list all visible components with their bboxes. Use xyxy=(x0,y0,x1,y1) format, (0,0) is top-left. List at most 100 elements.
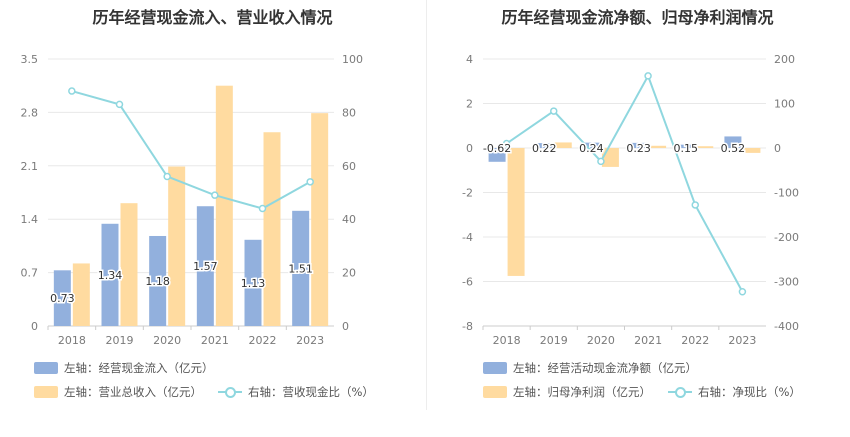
bar-data-label: 1.51 xyxy=(288,262,313,275)
legend-swatch-orange xyxy=(483,386,507,398)
line-point xyxy=(691,201,699,209)
legend-label: 左轴：经营活动现金流净额（亿元） xyxy=(513,361,697,375)
x-axis-tick: 2018 xyxy=(58,334,86,347)
right-axis-tick: 40 xyxy=(342,213,356,226)
bar-blue xyxy=(196,206,214,326)
x-axis-tick: 2020 xyxy=(153,334,181,347)
bar-data-label: 1.57 xyxy=(193,260,218,273)
legend-net-cash-ratio[interactable]: 右轴：净现比（%） xyxy=(668,384,801,400)
left-axis-tick: 4 xyxy=(466,53,473,66)
right-chart-panel: 历年经营现金流净额、归母净利润情况 -8 -6 -4 -2 0 2 4 -400 -300 -20… xyxy=(425,0,850,437)
legend-swatch-line xyxy=(218,386,242,398)
left-axis-tick: 0 xyxy=(466,142,473,155)
legend-swatch-blue xyxy=(34,362,58,374)
right-axis-tick: 0 xyxy=(342,320,349,333)
line-point xyxy=(597,157,605,166)
left-chart-panel: 历年经营现金流入、营业收入情况 0 0.7 1.4 2.1 2.8 3.5 0 20 40 60 8… xyxy=(21,8,374,400)
right-axis-tick: -400 xyxy=(774,320,799,333)
bar-data-label: 0.73 xyxy=(50,292,75,305)
bar-data-label: 1.34 xyxy=(98,269,123,282)
line-point xyxy=(115,100,124,109)
line-point xyxy=(68,87,76,95)
bar-blue xyxy=(101,223,119,326)
bar-data-label: 0.24 xyxy=(579,142,604,155)
legend-label: 右轴：净现比（%） xyxy=(698,385,801,399)
line-point xyxy=(211,191,219,199)
x-axis-tick: 2023 xyxy=(728,334,756,347)
line-point xyxy=(163,172,171,181)
right-axis-tick: 20 xyxy=(342,267,356,280)
line-point xyxy=(306,178,314,186)
bar-blue xyxy=(292,210,310,326)
bar-data-label: 1.18 xyxy=(145,275,170,288)
legend-label: 左轴：归母净利润（亿元） xyxy=(513,385,651,399)
bar-orange xyxy=(601,148,619,167)
line-point xyxy=(502,139,511,148)
left-axis-tick: 3.5 xyxy=(21,53,39,66)
x-axis-tick: 2018 xyxy=(493,334,521,347)
series-line xyxy=(506,73,744,293)
legend-cash-inflow[interactable]: 左轴：经营现金流入（亿元） xyxy=(34,360,214,376)
bar-data-label: 0.22 xyxy=(532,142,557,155)
bar-orange xyxy=(743,148,761,153)
legend-revenue-cash-ratio[interactable]: 右轴：营收现金比（%） xyxy=(218,384,374,400)
legend-label: 右轴：营收现金比（%） xyxy=(248,385,374,399)
bar-data-label: 0.15 xyxy=(674,142,699,155)
x-axis-tick: 2019 xyxy=(106,334,134,347)
left-axis-tick: 2.8 xyxy=(21,106,39,119)
x-axis-tick: 2021 xyxy=(634,334,662,347)
legend-swatch-orange xyxy=(34,386,58,398)
series-line xyxy=(71,90,311,210)
right-axis-tick: 80 xyxy=(342,106,356,119)
bar-data-label: -0.62 xyxy=(483,142,511,155)
bar-blue xyxy=(149,235,167,326)
bar-data-label: 1.13 xyxy=(241,277,266,290)
legend-net-profit[interactable]: 左轴：归母净利润（亿元） xyxy=(483,384,651,400)
bar-blue xyxy=(677,144,695,148)
line-point xyxy=(258,204,267,213)
right-axis-tick: -100 xyxy=(774,187,799,200)
legend-revenue[interactable]: 左轴：营业总收入（亿元） xyxy=(34,384,202,400)
bar-orange xyxy=(120,203,138,326)
left-axis-tick: -8 xyxy=(462,320,473,333)
right-axis-tick: 0 xyxy=(774,142,781,155)
bar-blue xyxy=(488,148,506,162)
bar-orange xyxy=(168,166,186,326)
left-axis-tick: -6 xyxy=(462,276,473,289)
right-axis-tick: 60 xyxy=(342,160,356,173)
bar-orange xyxy=(311,113,329,326)
bar-orange xyxy=(263,132,281,326)
legend-swatch-blue xyxy=(483,362,507,374)
bar-orange xyxy=(554,142,572,148)
right-axis-tick: 100 xyxy=(342,53,363,66)
x-axis-tick: 2020 xyxy=(587,334,615,347)
bar-blue xyxy=(53,270,71,326)
right-chart-svg: -8 -6 -4 -2 0 2 4 -400 -300 -200 -100 0 100 200 2018 20… xyxy=(462,53,799,347)
left-axis-tick: 2.1 xyxy=(21,160,39,173)
bar-blue xyxy=(244,239,262,326)
line-point xyxy=(644,72,652,80)
bar-orange xyxy=(696,146,714,148)
right-axis-tick: -300 xyxy=(774,276,799,289)
left-chart-title: 历年经营现金流入、营业收入情况 xyxy=(92,8,333,27)
legend-net-cash-flow[interactable]: 左轴：经营活动现金流净额（亿元） xyxy=(483,360,697,376)
bar-orange xyxy=(215,85,233,326)
bar-orange xyxy=(507,148,525,276)
bar-data-label: 0.52 xyxy=(721,142,746,155)
left-axis-tick: 1.4 xyxy=(21,213,39,226)
x-axis-tick: 2021 xyxy=(201,334,229,347)
left-chart-svg: 0 0.7 1.4 2.1 2.8 3.5 0 20 40 60 80 100 2018 2019 2020… xyxy=(21,53,364,347)
panel-divider xyxy=(426,0,427,410)
left-axis-tick: 2 xyxy=(466,98,473,111)
left-axis-tick: 0 xyxy=(31,320,38,333)
x-axis-tick: 2023 xyxy=(296,334,324,347)
legend-label: 左轴：营业总收入（亿元） xyxy=(64,385,202,399)
line-point xyxy=(738,287,747,296)
right-chart-title: 历年经营现金流净额、归母净利润情况 xyxy=(501,8,774,27)
bar-blue xyxy=(630,142,648,148)
left-axis-tick: 0.7 xyxy=(21,267,39,280)
right-axis-tick: -200 xyxy=(774,231,799,244)
bar-blue xyxy=(582,142,600,148)
bar-orange xyxy=(72,263,90,326)
bar-blue xyxy=(724,136,742,148)
